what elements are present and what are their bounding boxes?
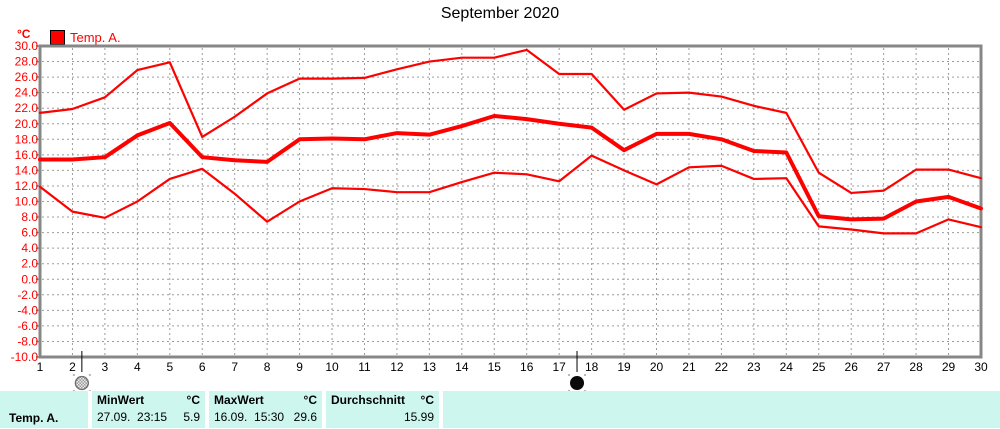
x-tick-label: 15 <box>488 360 502 374</box>
temperature-chart: 30.028.026.024.022.020.018.016.014.012.0… <box>11 39 988 391</box>
minwert-date: 27.09. 23:15 <box>97 410 168 424</box>
x-tick-label: 3 <box>102 360 109 374</box>
y-tick-label: 4.0 <box>21 241 38 255</box>
y-tick-label: 28.0 <box>15 55 39 69</box>
x-tick-label: 19 <box>617 360 631 374</box>
x-tick-label: 4 <box>134 360 141 374</box>
x-tick-label: 18 <box>585 360 599 374</box>
series-line <box>38 154 983 235</box>
durchschnitt-unit: °C <box>420 393 434 407</box>
minwert-unit: °C <box>186 393 200 407</box>
y-tick-label: 6.0 <box>21 226 38 240</box>
y-tick-label: 2.0 <box>21 257 38 271</box>
legend: Temp. A. <box>50 30 121 45</box>
y-tick-label: 26.0 <box>15 70 39 84</box>
y-tick-label: 0.0 <box>21 272 38 286</box>
table-empty-cell <box>443 391 1000 428</box>
x-tick-label: 11 <box>358 360 371 374</box>
y-tick-label: 14.0 <box>15 163 39 177</box>
x-tick-label: 27 <box>877 360 891 374</box>
x-tick-label: 13 <box>423 360 437 374</box>
y-tick-label: 30.0 <box>15 39 39 53</box>
minwert-header: MinWert <box>97 393 145 407</box>
durchschnitt-cell: Durchschnitt °C 15.99 <box>326 391 439 428</box>
y-axis-unit-label: °C <box>17 27 31 41</box>
x-tick-label: 9 <box>296 360 303 374</box>
table-divider <box>439 391 443 428</box>
x-axis: 1 2 3 4 5 6 7 8 9 10 11 12 13 14 15 16 17 18 19 20 21 22 23 24 2… <box>37 360 988 374</box>
y-tick-label: -4.0 <box>17 303 38 317</box>
x-tick-label: 6 <box>199 360 206 374</box>
table-row-label: Temp. A. <box>9 411 59 425</box>
y-tick-label: 18.0 <box>15 132 39 146</box>
y-tick-label: -10.0 <box>11 350 39 364</box>
y-tick-label: 22.0 <box>15 101 39 115</box>
x-tick-label: 12 <box>390 360 404 374</box>
maxwert-cell: MaxWert °C 16.09. 15:30 29.6 <box>209 391 322 428</box>
x-tick-label: 29 <box>942 360 956 374</box>
x-tick-label: 7 <box>231 360 238 374</box>
series-line <box>38 113 983 222</box>
x-tick-label: 28 <box>909 360 923 374</box>
y-tick-label: 24.0 <box>15 86 39 100</box>
series-line <box>38 48 983 195</box>
y-tick-label: 20.0 <box>15 117 39 131</box>
y-tick-label: 10.0 <box>15 195 39 209</box>
y-tick-label: -8.0 <box>17 334 38 348</box>
gridlines <box>42 48 979 355</box>
table-divider <box>322 391 326 428</box>
maxwert-header: MaxWert <box>214 393 264 407</box>
x-tick-label: 30 <box>974 360 988 374</box>
maxwert-value: 29.6 <box>293 410 317 424</box>
x-tick-label: 2 <box>69 360 76 374</box>
full-moon-icon <box>72 374 91 391</box>
x-tick-label: 1 <box>37 360 44 374</box>
y-tick-label: 8.0 <box>21 210 38 224</box>
x-tick-label: 22 <box>715 360 729 374</box>
durchschnitt-value: 15.99 <box>403 410 434 424</box>
summary-table: Temp. A. MinWert °C 27.09. 23:15 5.9 Max… <box>0 391 1000 428</box>
durchschnitt-header: Durchschnitt <box>331 393 406 407</box>
x-tick-label: 10 <box>325 360 339 374</box>
minwert-cell: MinWert °C 27.09. 23:15 5.9 <box>92 391 205 428</box>
minwert-value: 5.9 <box>183 410 200 424</box>
y-tick-label: 12.0 <box>15 179 39 193</box>
table-divider <box>88 391 92 428</box>
table-divider <box>205 391 209 428</box>
new-moon-icon <box>568 374 587 391</box>
x-tick-label: 23 <box>747 360 761 374</box>
chart-title: September 2020 <box>440 5 560 22</box>
maxwert-date: 16.09. 15:30 <box>214 410 285 424</box>
y-axis: 30.0 28.026.0 24.022.0 20.018.0 16.014.0 12.0… <box>11 39 40 364</box>
legend-series-label: Temp. A. <box>70 30 121 45</box>
x-tick-label: 16 <box>520 360 534 374</box>
x-tick-label: 5 <box>166 360 173 374</box>
maxwert-unit: °C <box>303 393 317 407</box>
plot-frame <box>38 44 983 359</box>
y-tick-label: 16.0 <box>15 148 39 162</box>
x-tick-label: 14 <box>455 360 469 374</box>
y-tick-label: -2.0 <box>17 288 38 302</box>
x-tick-label: 26 <box>845 360 859 374</box>
x-tick-label: 24 <box>780 360 794 374</box>
x-tick-label: 21 <box>682 360 696 374</box>
x-tick-label: 17 <box>552 360 566 374</box>
x-tick-label: 20 <box>650 360 664 374</box>
y-tick-label: -6.0 <box>17 319 38 333</box>
x-tick-label: 25 <box>812 360 826 374</box>
x-tick-label: 8 <box>264 360 271 374</box>
